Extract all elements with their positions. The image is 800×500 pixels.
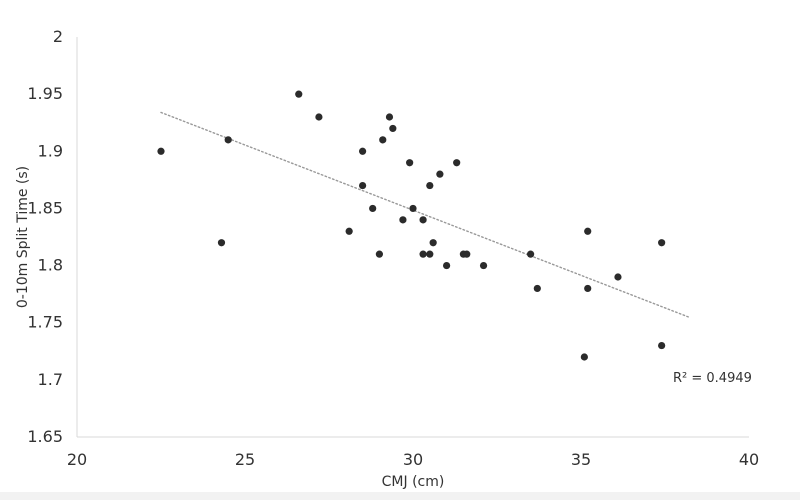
data-point bbox=[443, 261, 451, 270]
y-tick-labels: 1.65 1.7 1.75 1.8 1.85 1.9 1.95 2 bbox=[27, 27, 63, 446]
data-point bbox=[345, 227, 353, 235]
y-tick-label: 1.7 bbox=[38, 370, 63, 389]
x-tick-label: 20 bbox=[67, 450, 87, 469]
y-axis-title: 0-10m Split Time (s) bbox=[15, 166, 31, 308]
x-axis-title: CMJ (cm) bbox=[382, 474, 445, 490]
y-tick-label: 1.85 bbox=[27, 198, 63, 217]
data-point bbox=[479, 261, 488, 270]
data-point bbox=[359, 147, 367, 155]
data-point bbox=[409, 204, 417, 213]
x-tick-label: 35 bbox=[571, 450, 591, 469]
data-point bbox=[429, 239, 437, 247]
y-tick-label: 1.65 bbox=[27, 427, 63, 446]
data-point bbox=[419, 216, 427, 224]
data-point bbox=[369, 204, 377, 213]
data-point bbox=[406, 159, 414, 167]
trendline bbox=[160, 111, 690, 318]
data-point bbox=[375, 250, 383, 258]
data-point bbox=[658, 341, 666, 350]
data-point bbox=[385, 113, 394, 121]
data-point bbox=[580, 353, 588, 361]
data-points bbox=[157, 90, 666, 361]
y-tick-label: 1.9 bbox=[38, 141, 63, 160]
data-point bbox=[426, 250, 434, 258]
y-tick-label: 1.8 bbox=[38, 256, 63, 275]
data-point bbox=[533, 284, 541, 293]
data-point bbox=[379, 136, 387, 144]
x-tick-label: 25 bbox=[235, 450, 255, 469]
data-point bbox=[426, 181, 434, 190]
x-tick-labels: 20 25 30 35 40 bbox=[67, 450, 759, 469]
data-point bbox=[658, 239, 666, 247]
data-point bbox=[584, 284, 592, 293]
y-tick-label: 1.95 bbox=[27, 84, 63, 103]
x-tick-label: 30 bbox=[403, 450, 423, 469]
r-squared-label: R² = 0.4949 bbox=[673, 371, 752, 386]
data-point bbox=[614, 273, 622, 281]
y-tick-label: 2 bbox=[53, 27, 63, 46]
data-point bbox=[463, 250, 471, 258]
data-point bbox=[224, 136, 232, 144]
data-point bbox=[359, 181, 367, 190]
x-tick-label: 40 bbox=[739, 450, 759, 469]
data-point bbox=[315, 113, 323, 121]
data-point bbox=[389, 124, 397, 133]
bottom-strip bbox=[0, 492, 800, 500]
data-point bbox=[584, 227, 592, 235]
data-point bbox=[527, 250, 535, 258]
y-tick-label: 1.75 bbox=[27, 313, 63, 332]
data-point bbox=[157, 147, 165, 155]
data-point bbox=[295, 90, 303, 98]
data-point bbox=[399, 216, 407, 224]
data-point bbox=[453, 159, 461, 167]
data-point bbox=[217, 239, 226, 247]
data-point bbox=[436, 170, 444, 178]
data-point bbox=[419, 250, 427, 258]
